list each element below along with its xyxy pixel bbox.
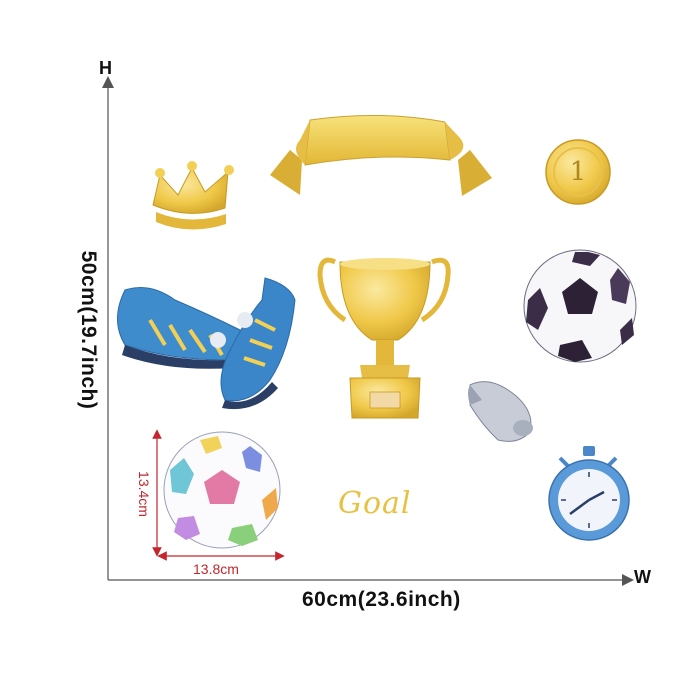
stopwatch-icon xyxy=(548,446,630,541)
soccer-ball-icon xyxy=(523,249,637,363)
football-boots-icon xyxy=(117,277,296,410)
colorful-soccer-ball-icon xyxy=(163,431,281,549)
ball-width-label: 13.8cm xyxy=(193,561,239,577)
crown-icon xyxy=(152,161,234,230)
whistle-icon xyxy=(468,381,533,442)
height-dimension-label: 50cm(19.7inch) xyxy=(77,250,100,410)
trophy-cup-icon xyxy=(317,257,451,419)
gold-medal-icon xyxy=(545,139,611,205)
ribbon-banner-icon xyxy=(270,114,492,196)
width-axis-letter: W xyxy=(634,567,651,587)
ball-height-label: 13.4cm xyxy=(136,471,152,517)
goal-text: Goal xyxy=(338,486,412,521)
medal-number: 1 xyxy=(569,157,587,187)
height-axis-letter: H xyxy=(99,58,112,78)
width-dimension-label: 60cm(23.6inch) xyxy=(302,588,461,611)
